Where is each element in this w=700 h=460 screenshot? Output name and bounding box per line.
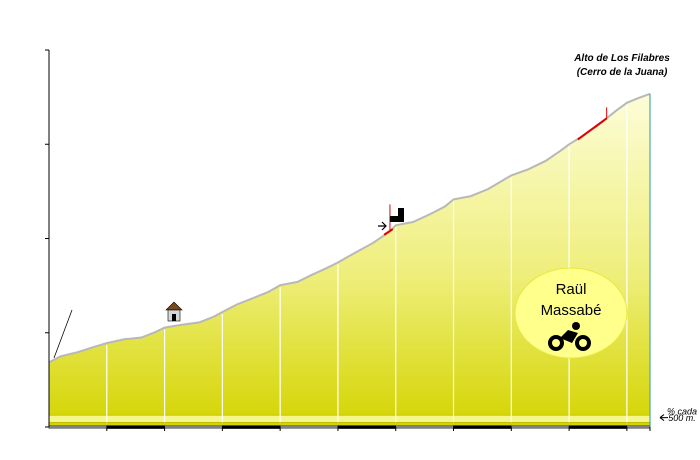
- y-axis-ticks: [45, 49, 49, 428]
- legend-note-line2: 500 m.: [668, 413, 696, 423]
- steep-section: [383, 228, 394, 236]
- arrow-icon: [378, 221, 387, 231]
- vertical-gridlines: [106, 93, 651, 427]
- peak-gradient-markers: [383, 107, 608, 236]
- badge-name-line2: Massabé: [541, 302, 602, 319]
- steep-section: [577, 117, 608, 141]
- profile-fill: [49, 93, 650, 428]
- chart-title: Alto de Los Filabres: [573, 53, 670, 64]
- landmarks: [53, 208, 404, 359]
- legend-arrow: [659, 414, 668, 421]
- landmark-pointer: [53, 309, 73, 359]
- detail-band: [48, 414, 651, 423]
- cyclist-icon: [548, 322, 591, 351]
- house-icon: [172, 314, 176, 321]
- profile-line: [48, 92, 651, 364]
- house-icon: [165, 301, 183, 311]
- profile-area: [48, 92, 651, 429]
- x-axis-ticks: [106, 427, 651, 431]
- badge-name-line1: Raül: [556, 281, 587, 298]
- badge-ellipse: [514, 267, 628, 359]
- castle-icon: [390, 208, 404, 222]
- legend-note-line1: % cada: [667, 406, 697, 416]
- chart-subtitle: (Cerro de la Juana): [577, 67, 668, 78]
- author-badge: Raül Massabé: [514, 267, 628, 359]
